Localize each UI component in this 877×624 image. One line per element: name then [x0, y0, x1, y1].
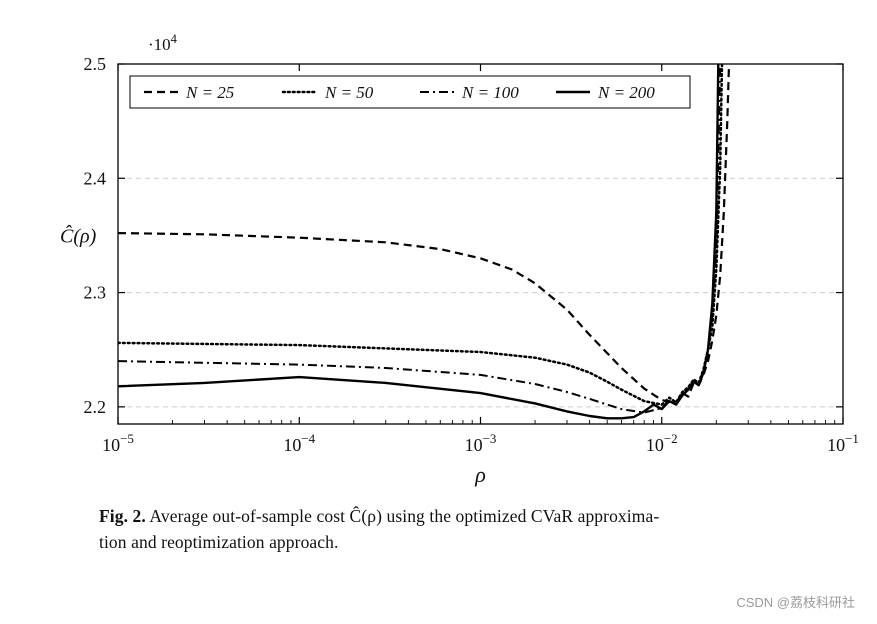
x-tick-label: 10−4	[283, 431, 315, 455]
x-axis-label: ρ	[474, 462, 486, 487]
series-line-100	[118, 64, 722, 414]
legend-box	[129, 75, 691, 109]
x-tick-label: 10−2	[646, 431, 678, 455]
x-tick-label: 10−1	[827, 431, 859, 455]
figure-caption-label: Fig. 2.	[99, 506, 146, 526]
y-tick-label: 2.5	[84, 54, 107, 74]
x-tick-label: 10−5	[102, 431, 134, 455]
legend-label: N = 200	[597, 83, 655, 102]
figure-caption: Fig. 2. Average out-of-sample cost Ĉ(ρ) …	[99, 503, 799, 556]
y-axis-multiplier: ·104	[148, 32, 178, 54]
legend-label: N = 25	[185, 83, 234, 102]
series-line-50	[118, 64, 724, 406]
figure-caption-line2: tion and reoptimization approach.	[99, 532, 339, 553]
figure-caption-line1: Average out-of-sample cost Ĉ(ρ) using th…	[149, 506, 660, 526]
series-line-25	[118, 64, 731, 405]
x-tick-label: 10−3	[465, 431, 497, 455]
legend-label: N = 50	[324, 83, 374, 102]
series-group	[118, 64, 731, 420]
cost-vs-rho-plot: 10−5 10−4 10−3 10−2 10−1 2.2 2.3 2.4 2.5 ·104 ρ Ĉ(ρ…	[60, 32, 859, 487]
y-tick-label: 2.2	[84, 397, 107, 417]
legend-label: N = 100	[461, 83, 519, 102]
y-axis-label: Ĉ(ρ)	[60, 223, 97, 247]
series-line-200	[118, 64, 720, 420]
y-tick-label: 2.4	[84, 168, 107, 188]
watermark-text: CSDN @荔枝科研社	[736, 595, 855, 610]
plot-border	[117, 63, 844, 425]
y-tick-label: 2.3	[84, 283, 107, 303]
